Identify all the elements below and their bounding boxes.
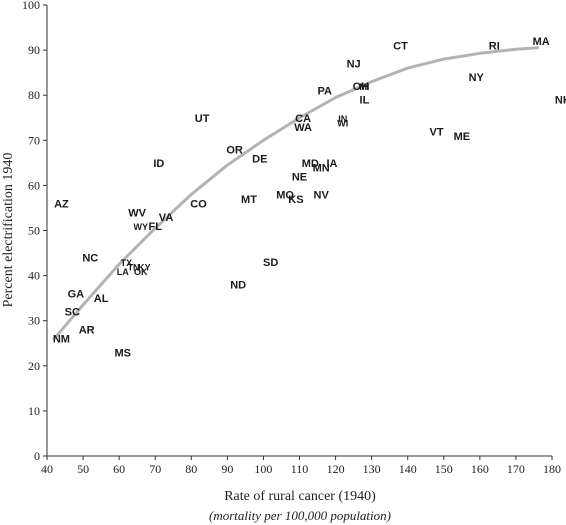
point-label-tx: TX	[121, 258, 133, 268]
point-label-wi: WI	[337, 118, 348, 128]
point-label-ar: AR	[79, 325, 95, 337]
x-tick-label: 130	[363, 462, 381, 476]
point-label-ok: OK	[134, 267, 148, 277]
point-label-ne: NE	[292, 171, 307, 183]
y-tick-label: 0	[34, 449, 40, 463]
x-tick-label: 70	[149, 462, 161, 476]
point-label-ks: KS	[288, 194, 303, 206]
x-tick-label: 40	[41, 462, 53, 476]
point-label-nd: ND	[230, 280, 246, 292]
point-label-or: OR	[226, 144, 243, 156]
x-tick-label: 170	[507, 462, 525, 476]
point-label-il: IL	[360, 95, 370, 107]
y-tick-label: 10	[28, 404, 40, 418]
point-label-wy: WY	[134, 222, 149, 232]
point-label-nc: NC	[82, 253, 98, 265]
point-label-fl: FL	[148, 221, 162, 233]
point-label-az: AZ	[54, 198, 69, 210]
point-label-va: VA	[159, 212, 174, 224]
y-tick-label: 60	[28, 178, 40, 192]
x-axis-subtitle: (mortality per 100,000 population)	[209, 508, 391, 523]
point-label-mt: MT	[241, 194, 257, 206]
x-tick-label: 150	[435, 462, 453, 476]
point-label-ct: CT	[393, 41, 408, 53]
x-tick-label: 120	[327, 462, 345, 476]
point-label-ia: IA	[326, 158, 337, 170]
point-label-de: DE	[252, 153, 267, 165]
point-label-al: AL	[94, 293, 109, 305]
x-tick-label: 110	[291, 462, 309, 476]
point-label-in: IN	[338, 114, 347, 124]
x-tick-label: 180	[543, 462, 561, 476]
point-label-mi: MI	[359, 82, 369, 92]
point-label-oh: OH	[353, 81, 370, 93]
x-axis-title: Rate of rural cancer (1940)	[224, 489, 376, 504]
x-tick-label: 50	[77, 462, 89, 476]
point-label-me: ME	[454, 131, 471, 143]
point-label-nm: NM	[53, 334, 70, 346]
point-label-nh: NH	[555, 95, 566, 107]
x-tick-label: 100	[254, 462, 272, 476]
point-label-sd: SD	[263, 257, 278, 269]
x-tick-label: 60	[113, 462, 125, 476]
point-label-nv: NV	[314, 189, 330, 201]
point-label-md: MD	[302, 158, 319, 170]
y-tick-label: 40	[28, 269, 40, 283]
point-label-pa: PA	[318, 86, 333, 98]
point-label-vt: VT	[430, 126, 444, 138]
point-label-mo: MO	[276, 189, 294, 201]
trend-line	[52, 46, 540, 341]
point-label-mn: MN	[313, 162, 330, 174]
axes: 40 50 60 70 80 90 100 110 120 130 140 150 160 170 180 0…	[22, 0, 561, 476]
point-label-wv: WV	[128, 207, 146, 219]
trend-line-group	[52, 46, 540, 341]
point-label-id: ID	[153, 158, 164, 170]
point-label-ca: CA	[295, 113, 311, 125]
point-label-ms: MS	[115, 347, 132, 359]
x-tick-label: 90	[221, 462, 233, 476]
y-tick-label: 70	[28, 133, 40, 147]
y-tick-label: 20	[28, 359, 40, 373]
point-label-tn: TN	[128, 263, 140, 273]
y-tick-label: 100	[22, 0, 40, 12]
point-label-ut: UT	[195, 113, 210, 125]
x-tick-label: 80	[185, 462, 197, 476]
y-tick-label: 90	[28, 43, 40, 57]
point-label-ny: NY	[469, 72, 485, 84]
point-label-ky: KY	[138, 263, 151, 273]
y-axis-title: Percent electrification 1940	[1, 153, 16, 308]
point-label-co: CO	[190, 198, 207, 210]
point-label-ri: RI	[489, 41, 500, 53]
x-tick-label: 140	[399, 462, 417, 476]
x-tick-label: 160	[471, 462, 489, 476]
y-tick-label: 80	[28, 88, 40, 102]
point-label-sc: SC	[65, 307, 80, 319]
point-label-la: LA	[117, 267, 129, 277]
point-label-ga: GA	[68, 289, 85, 301]
y-tick-label: 30	[28, 314, 40, 328]
point-label-nj: NJ	[347, 59, 361, 71]
point-label-ma: MA	[533, 36, 550, 48]
point-label-wa: WA	[294, 122, 312, 134]
y-tick-label: 50	[28, 224, 40, 238]
